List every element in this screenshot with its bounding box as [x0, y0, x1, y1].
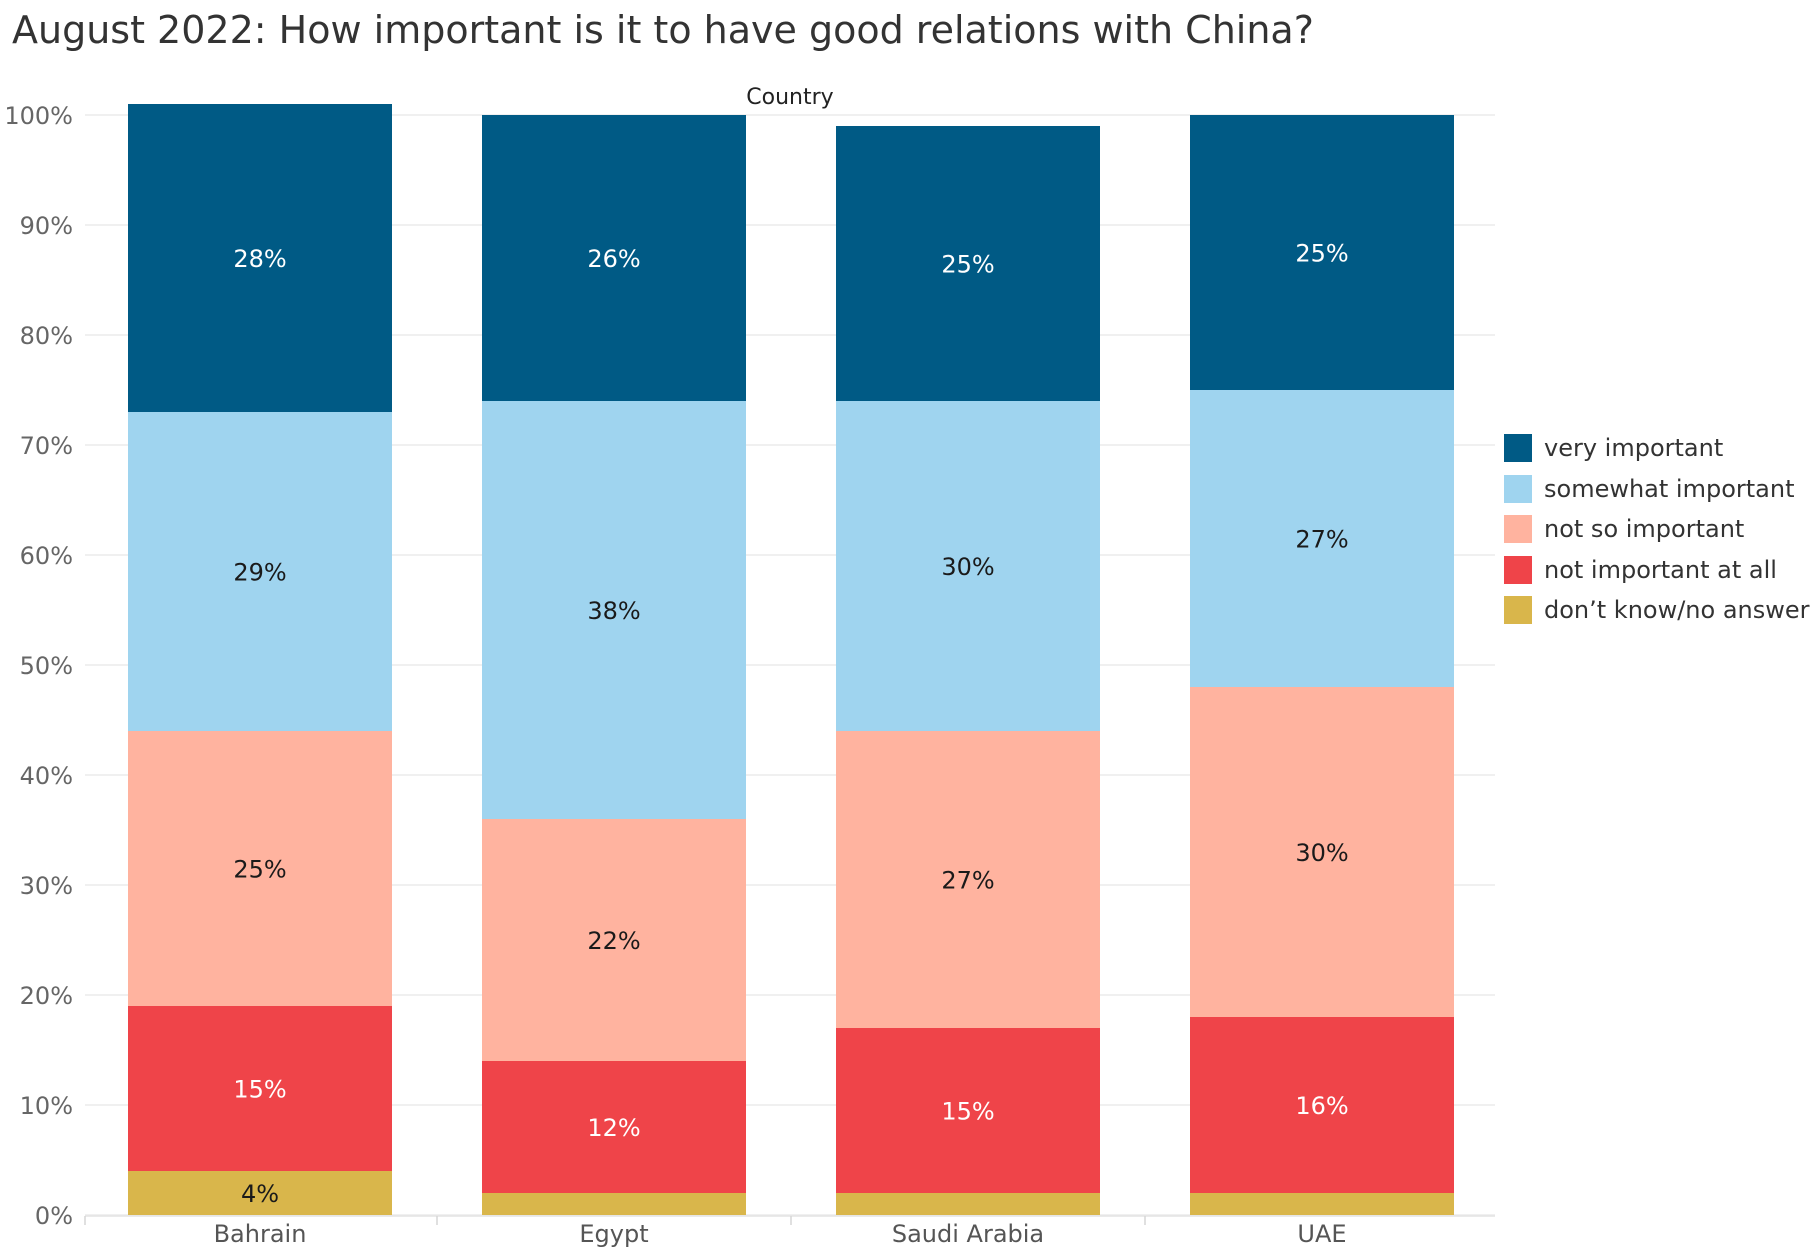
data-label: 4%: [241, 1180, 279, 1208]
legend-swatch: [1504, 474, 1532, 503]
x-category-label: Saudi Arabia: [892, 1220, 1044, 1248]
data-label: 27%: [941, 867, 994, 895]
legend-swatch: [1504, 596, 1532, 625]
data-label: 12%: [587, 1114, 640, 1142]
legend-item: very important: [1504, 428, 1810, 469]
bar-segment: [836, 1028, 1100, 1193]
y-tick-label: 20%: [20, 982, 73, 1010]
data-labels: 4% 15% 25% 29% 28% 12% 22% 38% 26% 15% 27% 30% 25% 16…: [233, 240, 1348, 1209]
bar-segment: [1190, 115, 1454, 390]
bar-segment: [128, 1006, 392, 1171]
bar-segment: [482, 1193, 746, 1215]
bars: [128, 104, 1454, 1215]
y-tick-label: 40%: [20, 762, 73, 790]
y-tick-label: 90%: [20, 212, 73, 240]
bar-segment: [482, 1061, 746, 1193]
legend-label: don’t know/no answer: [1544, 596, 1810, 625]
legend-swatch: [1504, 515, 1532, 544]
bar-segment: [128, 731, 392, 1006]
data-label: 28%: [233, 245, 286, 273]
data-label: 38%: [587, 597, 640, 625]
y-tick-label: 10%: [20, 1092, 73, 1120]
legend-item: somewhat important: [1504, 469, 1810, 510]
bar-segment: [1190, 687, 1454, 1017]
bar-segment: [1190, 1017, 1454, 1193]
legend-item: don’t know/no answer: [1504, 590, 1810, 631]
legend-swatch: [1504, 434, 1532, 463]
bar-segment: [836, 1193, 1100, 1215]
bar-segment: [128, 412, 392, 731]
bar-segment: [836, 401, 1100, 731]
data-label: 25%: [1295, 240, 1348, 268]
axes: 0% 10% 20% 30% 40% 50% 60% 70% 80% 90% 100% Country…: [4, 85, 1495, 1248]
y-tick-label: 80%: [20, 322, 73, 350]
legend-item: not important at all: [1504, 550, 1810, 591]
bar-segment: [128, 1171, 392, 1215]
data-label: 15%: [233, 1076, 286, 1104]
x-category-label: UAE: [1297, 1220, 1346, 1248]
data-label: 29%: [233, 559, 286, 587]
data-label: 30%: [941, 553, 994, 581]
y-tick-label: 30%: [20, 872, 73, 900]
bar-segment: [836, 731, 1100, 1028]
column-header: Country: [746, 85, 833, 110]
data-label: 25%: [233, 856, 286, 884]
data-label: 30%: [1295, 839, 1348, 867]
x-category-label: Egypt: [579, 1220, 648, 1248]
legend: very important somewhat important not so i…: [1504, 428, 1810, 631]
y-tick-label: 60%: [20, 542, 73, 570]
data-label: 16%: [1295, 1092, 1348, 1120]
legend-label: not important at all: [1544, 555, 1777, 584]
bar-segment: [482, 115, 746, 401]
legend-item: not so important: [1504, 509, 1810, 550]
y-tick-label: 100%: [4, 102, 73, 130]
x-category-label: Bahrain: [214, 1220, 307, 1248]
legend-swatch: [1504, 555, 1532, 584]
data-label: 22%: [587, 927, 640, 955]
bar-segment: [1190, 390, 1454, 687]
bar-segment: [836, 126, 1100, 401]
data-label: 27%: [1295, 526, 1348, 554]
chart-title: August 2022: How important is it to have…: [12, 8, 1314, 52]
bar-segment: [482, 819, 746, 1061]
data-label: 26%: [587, 245, 640, 273]
y-tick-label: 70%: [20, 432, 73, 460]
legend-label: not so important: [1544, 515, 1745, 544]
y-tick-label: 0%: [35, 1202, 73, 1230]
legend-label: very important: [1544, 434, 1724, 463]
bar-segment: [1190, 1193, 1454, 1215]
data-label: 15%: [941, 1098, 994, 1126]
data-label: 25%: [941, 251, 994, 279]
bar-segment: [128, 104, 392, 412]
y-tick-label: 50%: [20, 652, 73, 680]
bar-segment: [482, 401, 746, 819]
legend-label: somewhat important: [1544, 474, 1795, 503]
